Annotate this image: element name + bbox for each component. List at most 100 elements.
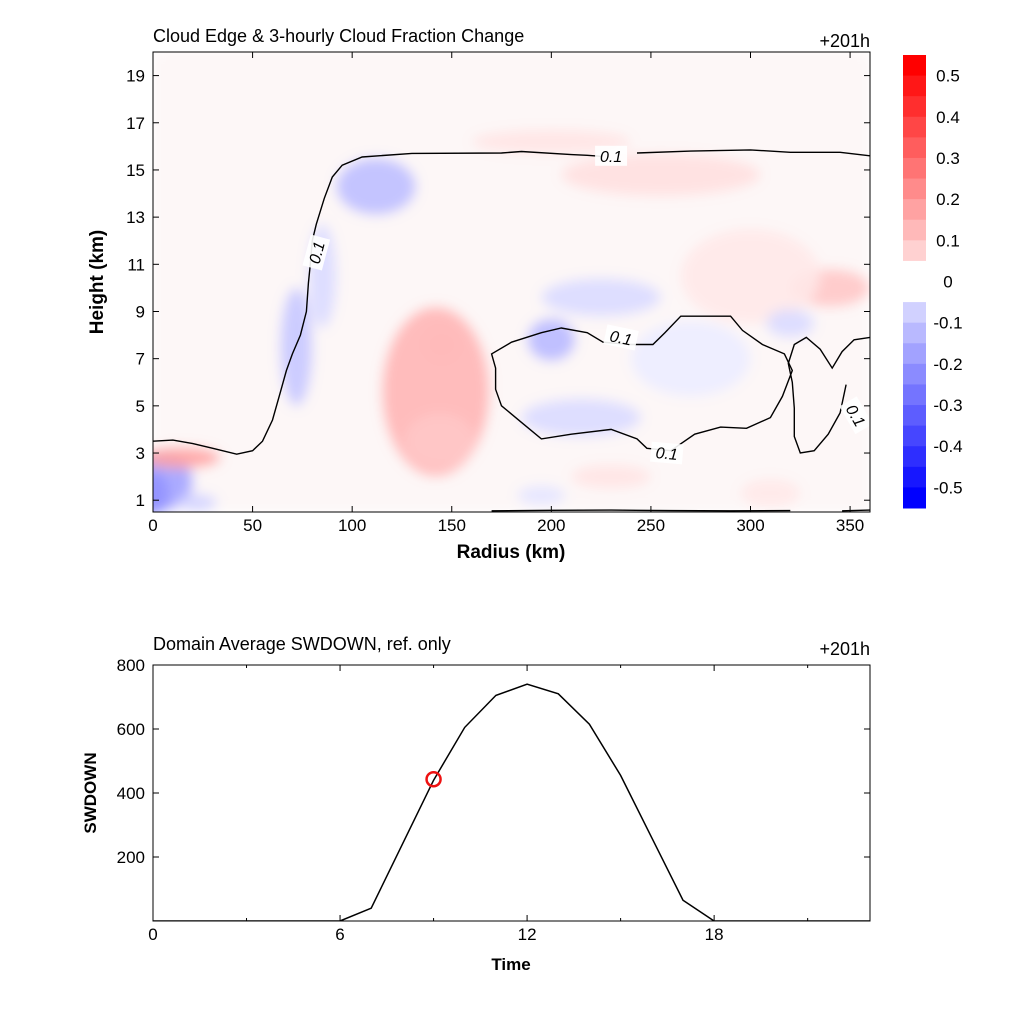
line-x-label: Time	[491, 955, 530, 974]
anomaly-blob	[571, 464, 651, 489]
x-tick-label: 6	[335, 925, 344, 944]
contour-line	[491, 509, 791, 512]
line-plot-background	[153, 665, 870, 921]
x-tick-label: 300	[736, 516, 764, 535]
x-tick-label: 50	[243, 516, 262, 535]
contour-lines	[153, 149, 870, 512]
contour-line	[153, 150, 602, 455]
colorbar-swatch	[903, 199, 926, 221]
anomaly-blob	[680, 228, 821, 324]
y-tick-label: 15	[126, 161, 145, 180]
y-tick-label: 17	[126, 114, 145, 133]
colorbar-swatch	[903, 281, 926, 303]
x-tick-label: 150	[438, 516, 466, 535]
line-y-label: SWDOWN	[81, 752, 100, 833]
contour-label: 0.1	[307, 240, 329, 266]
contour-label: 0.1	[608, 328, 633, 349]
heatmap-y-label: Height (km)	[87, 230, 108, 335]
anomaly-blob	[336, 158, 416, 215]
anomaly-blob	[740, 478, 801, 508]
y-tick-label: 13	[126, 208, 145, 227]
contour-label-group: 0.1	[595, 145, 628, 166]
heatmap-title: Cloud Edge & 3-hourly Cloud Fraction Cha…	[153, 26, 524, 46]
y-tick-label: 400	[117, 784, 145, 803]
contour-label-group: 0.1	[302, 234, 331, 271]
y-tick-label: 11	[127, 255, 145, 274]
heatmap-x-label: Radius (km)	[457, 542, 566, 563]
line-y-axis: 200 400 600 800	[117, 656, 870, 867]
colorbar-tick-label: -0.4	[933, 437, 962, 456]
colorbar-tick-label: 0.1	[936, 231, 960, 250]
anomaly-field	[153, 52, 870, 512]
colorbar-swatch	[903, 487, 926, 509]
x-tick-label: 200	[537, 516, 565, 535]
x-tick-label: 12	[518, 925, 537, 944]
anomaly-blob	[471, 129, 631, 154]
contour-label-bg	[603, 324, 639, 351]
colorbar-tick-label: 0.3	[936, 149, 960, 168]
colorbar-tick-label: -0.5	[933, 478, 962, 497]
contour-line	[490, 315, 794, 452]
colorbar-tick-label: -0.1	[933, 314, 962, 333]
colorbar-swatch	[903, 260, 926, 282]
colorbar-swatch	[903, 75, 926, 97]
colorbar-swatch	[903, 425, 926, 447]
colorbar-swatch	[903, 116, 926, 138]
current-time-marker	[425, 770, 442, 788]
anomaly-blob	[517, 486, 566, 505]
y-tick-label: 3	[136, 444, 145, 463]
contour-label-bg	[839, 396, 873, 435]
line-panel: Domain Average SWDOWN, ref. only +201h 0…	[81, 634, 871, 974]
y-tick-label: 800	[117, 656, 145, 675]
heatmap-x-axis: 0 50 100 150 200 250 300 350	[148, 52, 864, 535]
contour-line	[842, 509, 870, 512]
colorbar-swatch	[903, 219, 926, 241]
x-tick-label: 0	[148, 925, 157, 944]
colorbar-swatch	[903, 466, 926, 488]
colorbar-swatch	[903, 446, 926, 468]
y-tick-label: 600	[117, 720, 145, 739]
y-tick-label: 19	[126, 67, 145, 86]
x-tick-label: 250	[637, 516, 665, 535]
colorbar-tick-label: 0.2	[936, 190, 960, 209]
y-tick-label: 9	[136, 302, 145, 321]
contour-label-bg	[302, 234, 331, 271]
contour-label-group: 0.1	[603, 324, 639, 351]
contour-label-group: 0.1	[650, 441, 684, 465]
x-tick-label: 0	[148, 516, 157, 535]
x-tick-label: 350	[836, 516, 864, 535]
colorbar-swatch	[903, 302, 926, 324]
anomaly-blob	[423, 328, 460, 362]
colorbar-tick-label: -0.3	[933, 396, 962, 415]
contour-line	[636, 149, 870, 157]
colorbar-swatch	[903, 322, 926, 344]
anomaly-blob	[527, 318, 576, 362]
swdown-series-line	[153, 683, 870, 921]
colorbar-swatch	[903, 363, 926, 385]
anomaly-blob	[153, 447, 221, 469]
y-tick-label: 5	[136, 397, 145, 416]
colorbar-swatch	[903, 157, 926, 180]
y-tick-label: 1	[136, 491, 145, 510]
colorbar-swatch	[903, 55, 926, 77]
colorbar-swatch	[903, 343, 926, 365]
line-x-axis: 0 6 12 18	[148, 665, 809, 944]
line-title: Domain Average SWDOWN, ref. only	[153, 634, 451, 654]
heatmap-time-label: +201h	[819, 31, 870, 51]
heatmap-frame	[152, 51, 871, 513]
anomaly-blob	[561, 153, 761, 196]
anomaly-blob	[521, 398, 641, 437]
anomaly-blob	[766, 309, 815, 338]
contour-label-bg	[595, 145, 628, 166]
y-tick-label: 200	[117, 848, 145, 867]
colorbar-swatch	[903, 240, 926, 262]
colorbar-tick-label: 0	[943, 273, 952, 292]
anomaly-blob	[541, 278, 661, 317]
x-tick-label: 18	[705, 925, 724, 944]
colorbar-swatch	[903, 384, 926, 406]
line-time-label: +201h	[819, 639, 870, 659]
colorbar-tick-label: -0.2	[933, 355, 962, 374]
anomaly-blob	[280, 287, 313, 406]
